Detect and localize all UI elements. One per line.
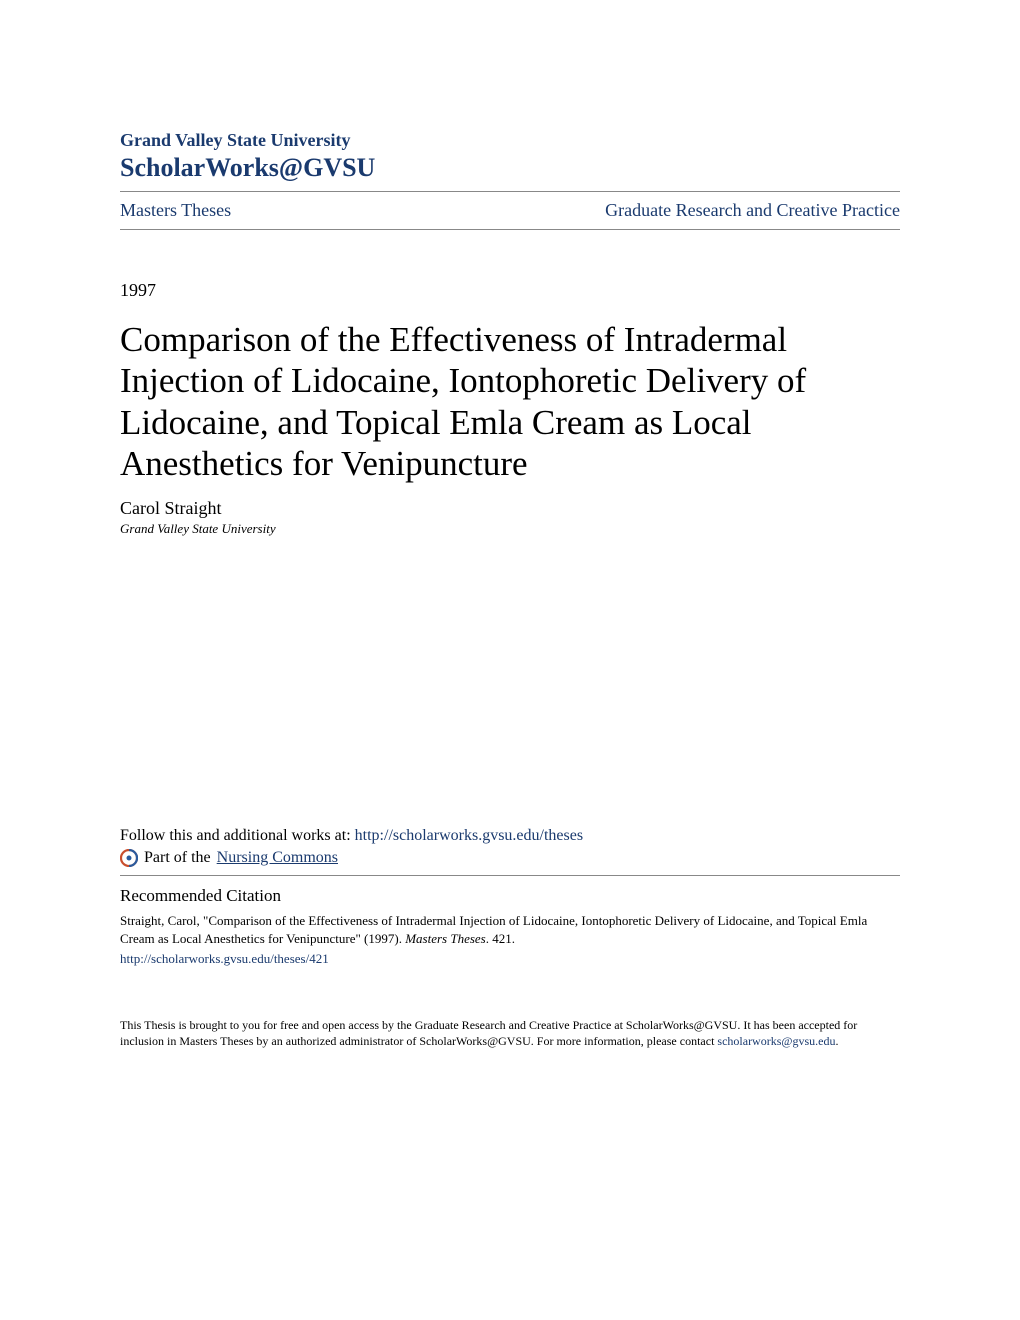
partof-prefix: Part of the	[144, 849, 211, 867]
footer-email-link[interactable]: scholarworks@gvsu.edu	[717, 1034, 835, 1048]
follow-works: Follow this and additional works at: htt…	[120, 827, 900, 845]
follow-url-link[interactable]: http://scholarworks.gvsu.edu/theses	[355, 827, 583, 844]
institution-name: Grand Valley State University	[120, 130, 900, 151]
citation-text-2: . 421.	[486, 931, 515, 946]
thesis-title: Comparison of the Effectiveness of Intra…	[120, 319, 900, 484]
follow-prefix: Follow this and additional works at:	[120, 827, 355, 844]
commons-link[interactable]: Nursing Commons	[217, 849, 338, 867]
nav-right-link[interactable]: Graduate Research and Creative Practice	[605, 200, 900, 221]
footer-notice: This Thesis is brought to you for free a…	[120, 1017, 900, 1051]
author-affiliation: Grand Valley State University	[120, 521, 900, 537]
citation-heading: Recommended Citation	[120, 886, 900, 906]
author-name: Carol Straight	[120, 498, 900, 519]
divider-line	[120, 875, 900, 876]
part-of-row: Part of the Nursing Commons	[120, 849, 900, 867]
citation-url-link[interactable]: http://scholarworks.gvsu.edu/theses/421	[120, 951, 900, 967]
publication-year: 1997	[120, 280, 900, 301]
repository-name[interactable]: ScholarWorks@GVSU	[120, 153, 900, 183]
nav-left-link[interactable]: Masters Theses	[120, 200, 231, 221]
citation-body: Straight, Carol, "Comparison of the Effe…	[120, 912, 900, 948]
breadcrumb-nav: Masters Theses Graduate Research and Cre…	[120, 191, 900, 230]
spacer	[120, 537, 900, 827]
network-icon	[120, 849, 138, 867]
footer-period: .	[835, 1034, 838, 1048]
header-block: Grand Valley State University ScholarWor…	[120, 130, 900, 183]
citation-italic: Masters Theses	[405, 931, 486, 946]
